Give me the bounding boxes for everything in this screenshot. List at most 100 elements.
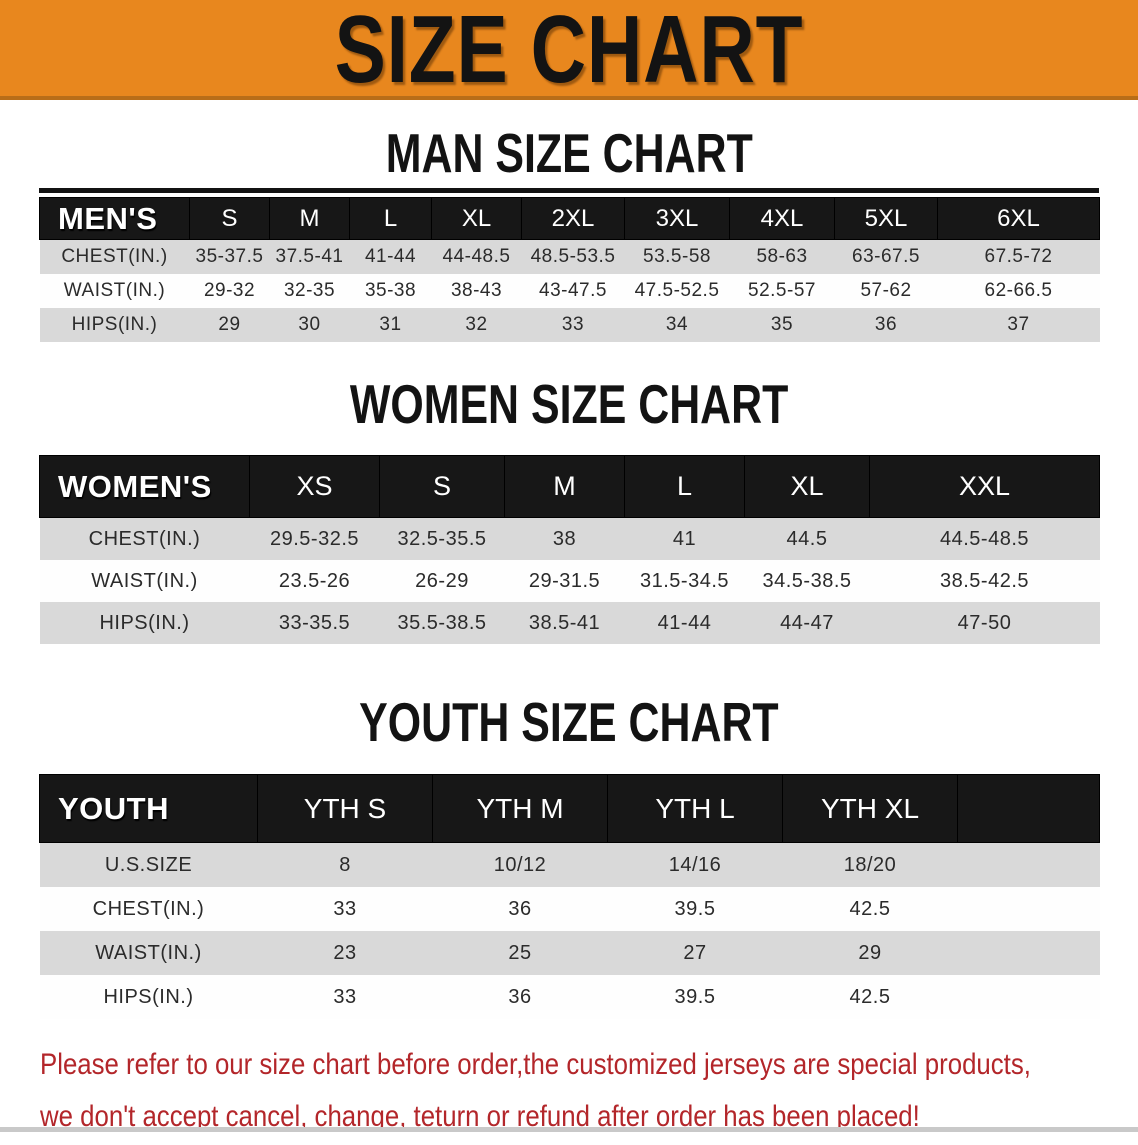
value-cell: 31.5-34.5	[624, 560, 745, 602]
women-size-m: M	[504, 455, 625, 518]
value-cell: 26-29	[379, 560, 505, 602]
spacer-cell	[957, 774, 1100, 843]
value-cell: 31	[349, 308, 432, 342]
value-cell: 35	[729, 308, 835, 342]
value-cell: 41	[624, 517, 745, 560]
value-cell: 33	[521, 308, 625, 342]
value-cell: 35-38	[349, 274, 432, 308]
value-cell: 29	[782, 931, 958, 975]
value-cell: 41-44	[624, 602, 745, 644]
value-cell: 38	[504, 517, 625, 560]
men-table-top-rule	[39, 188, 1099, 193]
row-label: CHEST(IN.)	[39, 887, 258, 931]
image-bottom-edge	[0, 1127, 1138, 1132]
value-cell: 36	[432, 975, 608, 1019]
value-cell: 44-47	[744, 602, 870, 644]
youth-hips-row: HIPS(IN.) 33 36 39.5 42.5	[39, 975, 1100, 1019]
value-cell: 62-66.5	[937, 274, 1100, 308]
value-cell: 29-32	[189, 274, 270, 308]
spacer-cell	[957, 887, 1100, 931]
youth-size-m: YTH M	[432, 774, 608, 843]
spacer-cell	[957, 975, 1100, 1019]
value-cell: 43-47.5	[521, 274, 625, 308]
women-size-l: L	[624, 455, 745, 518]
women-chest-row: CHEST(IN.) 29.5-32.5 32.5-35.5 38 41 44.…	[39, 517, 1100, 560]
women-size-xl: XL	[744, 455, 870, 518]
value-cell: 44-48.5	[431, 239, 522, 274]
youth-size-table-wrap: YOUTH YTH S YTH M YTH L YTH XL U.S.SIZE …	[39, 774, 1100, 1019]
women-size-xs: XS	[249, 455, 380, 518]
youth-chest-row: CHEST(IN.) 33 36 39.5 42.5	[39, 887, 1100, 931]
men-size-s: S	[189, 197, 270, 240]
value-cell: 67.5-72	[937, 239, 1100, 274]
disclaimer-line-2: we don't accept cancel, change, teturn o…	[40, 1100, 920, 1133]
value-cell: 48.5-53.5	[521, 239, 625, 274]
row-label: U.S.SIZE	[39, 842, 258, 887]
value-cell: 44.5	[744, 517, 870, 560]
value-cell: 29	[189, 308, 270, 342]
size-chart-banner: SIZE CHART	[0, 0, 1138, 100]
men-size-l: L	[349, 197, 432, 240]
youth-section-title-text: YOUTH SIZE CHART	[359, 691, 779, 753]
women-section-title: WOMEN SIZE CHART	[0, 376, 1138, 432]
men-size-6xl: 6XL	[937, 197, 1100, 240]
value-cell: 37.5-41	[269, 239, 350, 274]
youth-header-label: YOUTH	[39, 774, 258, 843]
value-cell: 33-35.5	[249, 602, 380, 644]
value-cell: 32-35	[269, 274, 350, 308]
value-cell: 32	[431, 308, 522, 342]
youth-size-table: YOUTH YTH S YTH M YTH L YTH XL U.S.SIZE …	[39, 774, 1100, 1019]
youth-size-s: YTH S	[257, 774, 433, 843]
value-cell: 33	[257, 887, 433, 931]
spacer-cell	[957, 931, 1100, 975]
value-cell: 57-62	[834, 274, 938, 308]
value-cell: 37	[937, 308, 1100, 342]
value-cell: 30	[269, 308, 350, 342]
row-label: CHEST(IN.)	[39, 239, 190, 274]
row-label: WAIST(IN.)	[39, 560, 250, 602]
women-section-title-text: WOMEN SIZE CHART	[349, 373, 789, 435]
value-cell: 63-67.5	[834, 239, 938, 274]
disclaimer-line-1: Please refer to our size chart before or…	[40, 1048, 1031, 1081]
women-size-xxl: XXL	[869, 455, 1100, 518]
value-cell: 38-43	[431, 274, 522, 308]
women-header-row: WOMEN'S XS S M L XL XXL	[39, 455, 1100, 518]
value-cell: 29-31.5	[504, 560, 625, 602]
value-cell: 39.5	[607, 975, 783, 1019]
value-cell: 52.5-57	[729, 274, 835, 308]
men-header-row: MEN'S S M L XL 2XL 3XL 4XL 5XL 6XL	[39, 197, 1100, 240]
youth-ussize-row: U.S.SIZE 8 10/12 14/16 18/20	[39, 842, 1100, 887]
value-cell: 23.5-26	[249, 560, 380, 602]
value-cell: 8	[257, 842, 433, 887]
row-label: CHEST(IN.)	[39, 517, 250, 560]
value-cell: 35.5-38.5	[379, 602, 505, 644]
men-hips-row: HIPS(IN.) 29 30 31 32 33 34 35 36 37	[39, 308, 1100, 342]
value-cell: 34	[624, 308, 730, 342]
value-cell: 36	[834, 308, 938, 342]
women-header-label: WOMEN'S	[39, 455, 250, 518]
men-size-3xl: 3XL	[624, 197, 730, 240]
value-cell: 27	[607, 931, 783, 975]
value-cell: 53.5-58	[624, 239, 730, 274]
value-cell: 39.5	[607, 887, 783, 931]
women-size-s: S	[379, 455, 505, 518]
value-cell: 18/20	[782, 842, 958, 887]
value-cell: 47.5-52.5	[624, 274, 730, 308]
women-size-table: WOMEN'S XS S M L XL XXL CHEST(IN.) 29.5-…	[39, 455, 1100, 644]
men-waist-row: WAIST(IN.) 29-32 32-35 35-38 38-43 43-47…	[39, 274, 1100, 308]
value-cell: 29.5-32.5	[249, 517, 380, 560]
spacer-cell	[957, 842, 1100, 887]
value-cell: 34.5-38.5	[744, 560, 870, 602]
value-cell: 38.5-41	[504, 602, 625, 644]
men-size-m: M	[269, 197, 350, 240]
value-cell: 35-37.5	[189, 239, 270, 274]
youth-size-xl: YTH XL	[782, 774, 958, 843]
value-cell: 58-63	[729, 239, 835, 274]
men-section-title-text: MAN SIZE CHART	[385, 122, 753, 184]
value-cell: 38.5-42.5	[869, 560, 1100, 602]
disclaimer-text: Please refer to our size chart before or…	[40, 1041, 1138, 1145]
men-chest-row: CHEST(IN.) 35-37.5 37.5-41 41-44 44-48.5…	[39, 239, 1100, 274]
value-cell: 42.5	[782, 975, 958, 1019]
value-cell: 32.5-35.5	[379, 517, 505, 560]
men-size-2xl: 2XL	[521, 197, 625, 240]
